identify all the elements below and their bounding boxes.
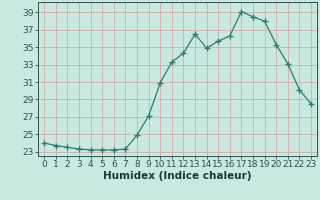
- X-axis label: Humidex (Indice chaleur): Humidex (Indice chaleur): [103, 171, 252, 181]
